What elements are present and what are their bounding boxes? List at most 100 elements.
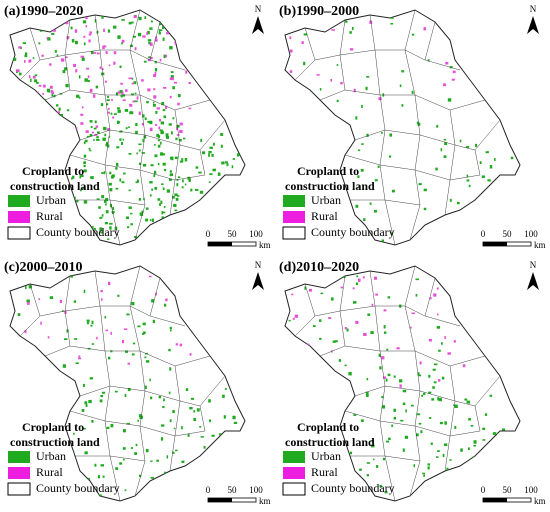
- urban-patch: [186, 230, 188, 234]
- rural-patch: [134, 47, 137, 51]
- urban-patch: [377, 165, 380, 168]
- urban-patch: [415, 235, 418, 238]
- rural-patch: [149, 42, 153, 46]
- urban-patch: [318, 319, 322, 322]
- urban-patch: [141, 152, 145, 154]
- urban-patch: [156, 133, 159, 138]
- rural-patch: [410, 326, 412, 329]
- urban-patch: [193, 231, 196, 234]
- urban-patch: [463, 234, 467, 238]
- urban-patch: [211, 237, 214, 241]
- urban-patch: [184, 219, 187, 222]
- rural-patch: [23, 60, 26, 63]
- urban-patch: [366, 76, 370, 78]
- urban-patch: [116, 146, 120, 149]
- urban-patch: [170, 71, 174, 74]
- urban-patch: [287, 392, 291, 396]
- legend-label: Rural: [36, 465, 63, 479]
- urban-patch: [156, 459, 159, 462]
- urban-patch: [75, 94, 80, 98]
- scale-label: 50: [503, 229, 513, 239]
- urban-patch: [454, 426, 457, 429]
- urban-patch: [178, 39, 182, 43]
- urban-patch: [222, 394, 225, 398]
- urban-patch: [105, 143, 108, 147]
- urban-patch: [127, 387, 131, 392]
- urban-patch: [64, 338, 68, 341]
- rural-patch: [445, 61, 449, 65]
- urban-patch: [91, 343, 95, 345]
- urban-patch: [401, 70, 405, 73]
- rural-patch: [22, 377, 26, 379]
- urban-patch: [358, 149, 361, 152]
- urban-patch: [471, 456, 474, 459]
- legend-swatch: [8, 467, 30, 479]
- urban-patch: [451, 26, 454, 30]
- scale-label: 50: [228, 485, 238, 495]
- urban-patch: [83, 161, 87, 164]
- urban-patch: [158, 395, 162, 399]
- urban-patch: [446, 467, 449, 471]
- rural-patch: [83, 35, 86, 38]
- urban-patch: [181, 426, 183, 430]
- urban-patch: [151, 188, 153, 191]
- urban-patch: [349, 474, 354, 478]
- urban-patch: [89, 176, 92, 179]
- urban-patch: [131, 353, 135, 356]
- province-outline: [9, 265, 246, 502]
- urban-patch: [346, 328, 349, 332]
- urban-patch: [159, 129, 163, 132]
- urban-patch: [508, 389, 511, 393]
- urban-patch: [171, 288, 174, 291]
- urban-patch: [438, 497, 441, 501]
- urban-patch: [496, 432, 499, 434]
- urban-patch: [402, 389, 407, 393]
- legend-swatch: [283, 451, 305, 463]
- urban-patch: [162, 406, 165, 409]
- urban-patch: [128, 206, 132, 209]
- urban-patch: [214, 196, 218, 199]
- urban-patch: [512, 440, 514, 443]
- urban-patch: [169, 419, 172, 423]
- rural-patch: [80, 113, 84, 116]
- urban-patch: [443, 443, 448, 446]
- urban-patch: [168, 391, 171, 395]
- urban-patch: [219, 433, 222, 436]
- urban-patch: [119, 90, 123, 94]
- urban-patch: [127, 226, 130, 229]
- urban-patch: [382, 457, 386, 461]
- urban-patch: [332, 340, 336, 343]
- urban-patch: [365, 393, 369, 397]
- urban-patch: [470, 424, 474, 427]
- urban-patch: [435, 456, 439, 458]
- rural-patch: [11, 124, 14, 128]
- rural-patch: [19, 85, 23, 89]
- urban-patch: [152, 319, 156, 324]
- urban-patch: [152, 103, 156, 107]
- urban-patch: [170, 75, 174, 79]
- urban-patch: [169, 46, 173, 50]
- rural-patch: [101, 68, 104, 70]
- rural-patch: [132, 100, 135, 103]
- urban-patch: [134, 100, 138, 103]
- urban-patch: [466, 400, 471, 404]
- urban-patch: [418, 495, 421, 499]
- urban-patch: [205, 239, 208, 242]
- urban-patch: [104, 316, 107, 319]
- urban-patch: [122, 429, 126, 433]
- urban-patch: [176, 29, 180, 33]
- urban-patch: [479, 204, 483, 208]
- urban-patch: [163, 222, 166, 225]
- urban-patch: [173, 427, 176, 430]
- urban-patch: [66, 109, 70, 112]
- rural-patch: [142, 35, 146, 38]
- legend-title: construction land: [285, 179, 375, 193]
- urban-patch: [101, 391, 106, 394]
- urban-patch: [146, 101, 149, 104]
- urban-patch: [109, 171, 112, 175]
- urban-patch: [148, 56, 151, 59]
- urban-patch: [468, 418, 471, 421]
- urban-patch: [209, 419, 212, 423]
- urban-patch: [491, 441, 494, 445]
- rural-patch: [122, 99, 126, 101]
